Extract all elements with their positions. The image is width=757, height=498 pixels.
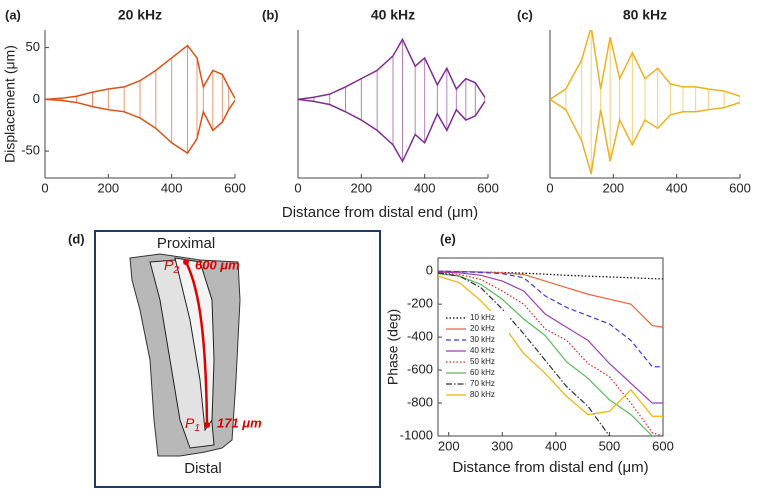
series-line: [438, 273, 654, 436]
plot-frame: [437, 257, 664, 437]
legend-label: 50 kHz: [470, 357, 495, 366]
y-tick-label: -50: [21, 143, 40, 158]
series-line: [438, 272, 663, 436]
x-tick-label: 200: [97, 180, 119, 195]
envelope-line: [298, 37, 486, 101]
panel-d: (d) Proximal Distal P2 600 μm P1 171 μm: [68, 230, 381, 488]
path-line: [184, 261, 209, 426]
point-marker: [204, 422, 210, 428]
x-tick-label: 600: [224, 180, 246, 195]
x-tick-label: 600: [652, 438, 674, 453]
y-tick-label: -1000: [400, 427, 433, 442]
x-tick-label: 300: [491, 438, 513, 453]
x-tick-label: 500: [599, 438, 621, 453]
y-axis-label: Displacement (μm): [2, 45, 18, 163]
x-tick-label: 600: [729, 180, 751, 195]
legend-label: 20 kHz: [470, 324, 495, 333]
legend: 10 kHz 20 kHz 30 kHz 40 kHz 50 kHz 60 kHz 70 k…: [443, 311, 509, 402]
plot-area: [550, 30, 740, 175]
chart-title: 40 kHz: [371, 7, 415, 23]
shared-x-label: Distance from distal end (μm): [282, 204, 478, 221]
y-tick-label: 0: [426, 263, 433, 278]
panel-label: (d): [68, 231, 85, 246]
plot-area: [438, 270, 663, 436]
y-tick-label: -800: [407, 394, 433, 409]
x-tick-label: 0: [41, 180, 48, 195]
chart: (c) 80 kHz 0 200 400 600: [517, 7, 751, 196]
y-tick-label: 0: [33, 91, 40, 106]
x-tick-label: 400: [666, 180, 688, 195]
x-axis-label: Distance from distal end (μm): [452, 459, 648, 476]
top-label: Proximal: [157, 235, 215, 252]
x-tick-label: 200: [350, 180, 372, 195]
envelope-line: [550, 98, 740, 175]
point-label: 171 μm: [217, 415, 262, 430]
envelope-line: [550, 30, 740, 100]
legend-label: 70 kHz: [470, 379, 495, 388]
x-tick-label: 200: [602, 180, 624, 195]
plot-area: [298, 37, 486, 164]
panel-label: (b): [262, 7, 279, 22]
x-tick-label: 400: [545, 438, 567, 453]
plot-area: [45, 44, 235, 155]
y-tick-label: 50: [26, 39, 40, 54]
y-axis-label: Phase (deg): [385, 309, 401, 385]
envelope-line: [298, 98, 486, 164]
chart-title: 20 kHz: [118, 7, 162, 23]
x-tick-label: 400: [161, 180, 183, 195]
series-line: [438, 275, 663, 417]
panel-label: (c): [517, 7, 533, 22]
x-tick-label: 400: [414, 180, 436, 195]
legend-label: 60 kHz: [470, 368, 495, 377]
legend-box: [443, 311, 509, 402]
panel-label: (e): [440, 231, 456, 246]
chart: (e) Distance from distal end (μm) Phase (d…: [385, 231, 674, 476]
series-line: [438, 270, 663, 368]
y-tick-label: -400: [407, 329, 433, 344]
chart: (b) 40 kHz 0 200 400 600: [262, 7, 499, 196]
point-subscript: 1: [194, 423, 200, 434]
panel-frame: [94, 230, 381, 488]
series-line: [438, 270, 663, 328]
series-line: [438, 271, 663, 404]
point-name: P1: [185, 415, 200, 434]
x-tick-label: 200: [438, 438, 460, 453]
point-subscript: 2: [172, 265, 179, 276]
point-marker: [183, 259, 189, 265]
legend-label: 10 kHz: [470, 313, 495, 322]
bottom-label: Distal: [184, 460, 222, 477]
legend-label: 40 kHz: [470, 346, 495, 355]
x-tick-label: 0: [294, 180, 301, 195]
y-tick-label: -600: [407, 362, 433, 377]
bone-inner: [174, 257, 215, 432]
point-label: 600 μm: [195, 257, 240, 272]
chart-title: 80 kHz: [623, 7, 667, 23]
envelope-line: [45, 98, 235, 155]
envelope-line: [45, 44, 235, 101]
legend-label: 30 kHz: [470, 335, 495, 344]
point-name: P: [164, 257, 174, 273]
point-name: P2: [164, 257, 179, 276]
x-tick-label: 600: [477, 180, 499, 195]
y-tick-label: -200: [407, 296, 433, 311]
x-tick-label: 0: [546, 180, 553, 195]
panel-label: (a): [5, 7, 21, 22]
point-name: P: [185, 415, 195, 431]
legend-label: 80 kHz: [470, 390, 495, 399]
chart: (a) 20 kHz Displacement (μm) 0 200 400 600 -50 0…: [2, 7, 246, 196]
